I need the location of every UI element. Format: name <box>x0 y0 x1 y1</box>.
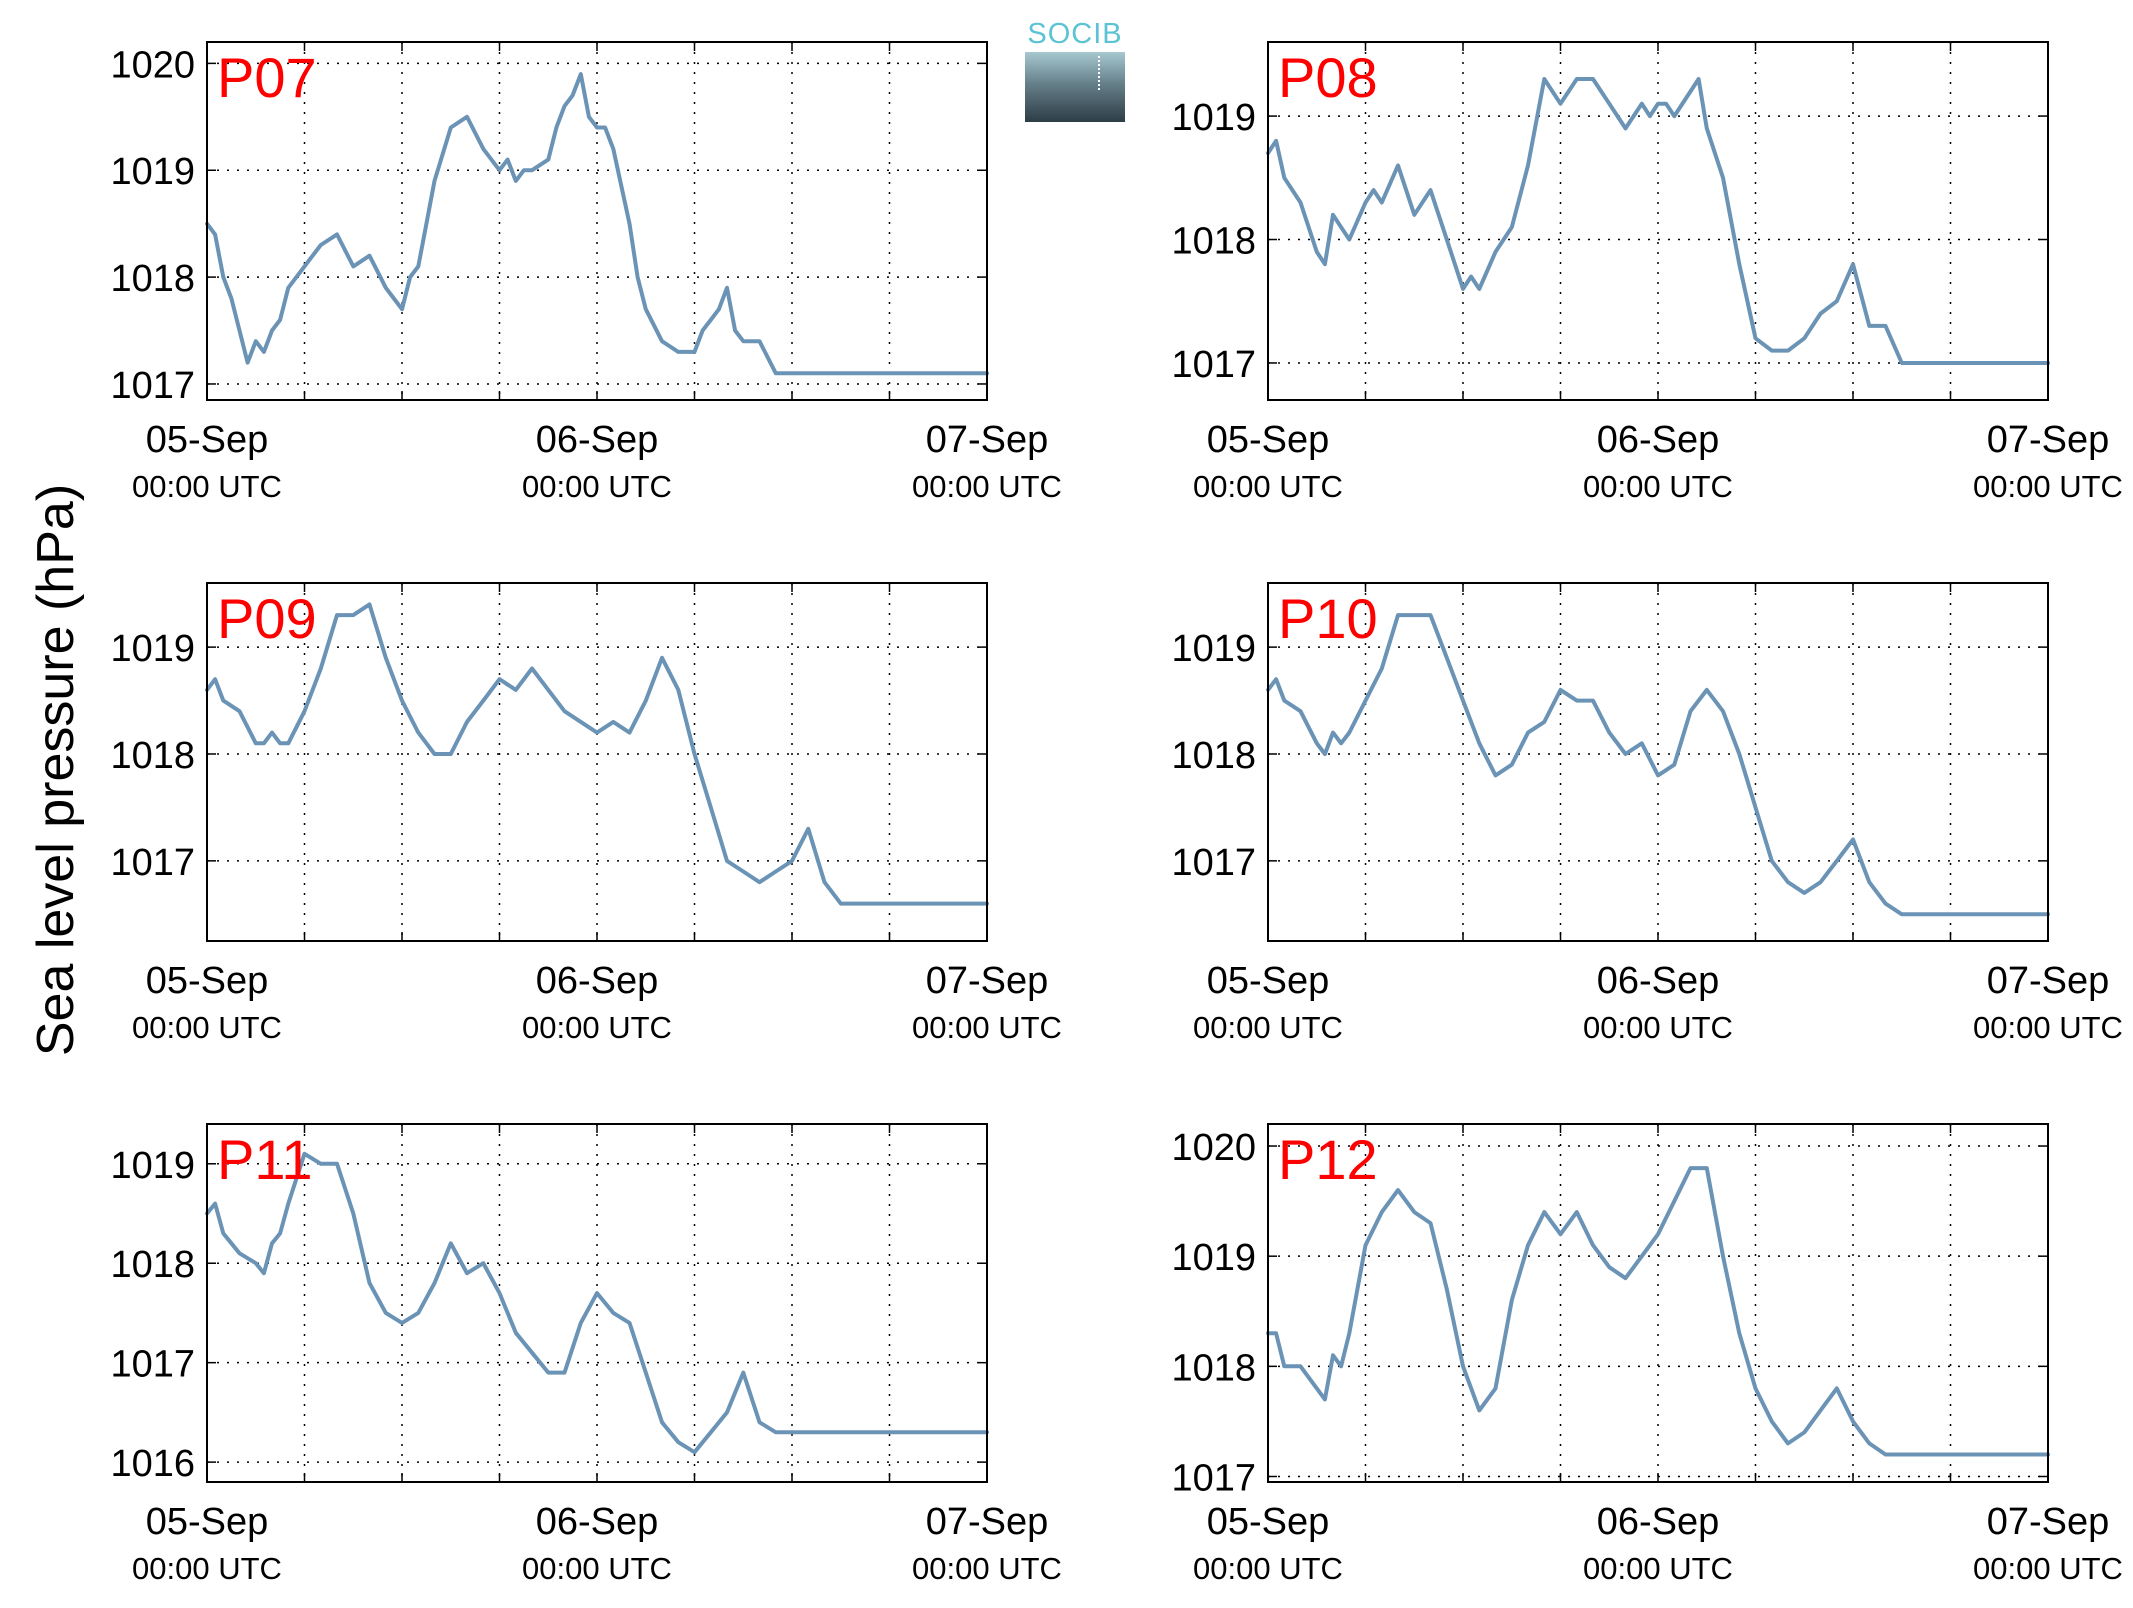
x-tick-label-time: 00:00 UTC <box>1973 1551 2123 1586</box>
y-tick-label: 1018 <box>110 735 195 777</box>
y-tick-label: 1017 <box>1171 1457 1256 1499</box>
x-tick-label-date: 07-Sep <box>1987 419 2110 461</box>
x-tick-label-time: 00:00 UTC <box>1193 469 1343 504</box>
axes-frame <box>206 41 988 401</box>
x-tick-label-time: 00:00 UTC <box>912 1551 1062 1586</box>
y-tick-label: 1019 <box>1171 1237 1256 1279</box>
x-tick-label-time: 00:00 UTC <box>522 469 672 504</box>
y-tick-label: 1018 <box>110 1244 195 1286</box>
y-tick-label: 1018 <box>1171 221 1256 263</box>
y-tick-label: 1019 <box>110 628 195 670</box>
x-tick-label-time: 00:00 UTC <box>132 469 282 504</box>
axes-frame <box>1267 1123 2049 1483</box>
x-tick-label-date: 06-Sep <box>1597 960 1720 1002</box>
x-tick-label-time: 00:00 UTC <box>912 469 1062 504</box>
x-tick-label-date: 05-Sep <box>1207 1501 1330 1543</box>
x-tick-label-date: 07-Sep <box>926 419 1049 461</box>
x-tick-label-time: 00:00 UTC <box>1973 469 2123 504</box>
axes-frame <box>206 1123 988 1483</box>
chart-panel-p07: 1017 1018 1019 1020 05-Sep 00:00 UTC 06-Sep 00:… <box>110 41 1062 504</box>
x-tick-label-time: 00:00 UTC <box>132 1551 282 1586</box>
y-tick-label: 1018 <box>1171 735 1256 777</box>
x-tick-label-date: 06-Sep <box>536 1501 659 1543</box>
station-label: P11 <box>217 1128 312 1191</box>
x-tick-label-time: 00:00 UTC <box>1583 1551 1733 1586</box>
x-tick-label-time: 00:00 UTC <box>522 1551 672 1586</box>
x-tick-label-time: 00:00 UTC <box>1973 1010 2123 1045</box>
x-tick-label-date: 05-Sep <box>146 419 269 461</box>
x-tick-label-date: 06-Sep <box>536 419 659 461</box>
y-tick-label: 1019 <box>110 1145 195 1187</box>
y-tick-label: 1018 <box>110 258 195 300</box>
logo-wave-graphic <box>1025 52 1125 122</box>
y-tick-label: 1019 <box>1171 628 1256 670</box>
y-tick-label: 1019 <box>110 151 195 193</box>
series-line-p12 <box>1266 1166 2050 1457</box>
logo-dotted-line <box>1098 56 1100 90</box>
chart-panel-p12: 1017 1018 1019 1020 05-Sep 00:00 UTC 06-Sep 00:… <box>1171 1123 2123 1586</box>
y-tick-label: 1017 <box>1171 344 1256 386</box>
y-tick-label: 1017 <box>110 1344 195 1386</box>
y-tick-label: 1016 <box>110 1443 195 1485</box>
logo-text: SOCIB <box>1027 18 1123 50</box>
chart-panel-p11: 1016 1017 1018 1019 05-Sep 00:00 UTC 06-Sep 00:… <box>110 1123 1062 1586</box>
y-axis-label: Sea level pressure (hPa) <box>27 483 85 1057</box>
x-tick-label-date: 06-Sep <box>1597 419 1720 461</box>
socib-logo: SOCIB <box>1025 18 1125 122</box>
station-label: P10 <box>1278 587 1378 650</box>
x-tick-label-date: 07-Sep <box>1987 960 2110 1002</box>
station-label: P12 <box>1278 1128 1378 1191</box>
series-line-p10 <box>1266 613 2050 917</box>
station-label: P09 <box>217 587 317 650</box>
x-tick-label-date: 07-Sep <box>926 960 1049 1002</box>
station-label: P07 <box>217 46 317 109</box>
y-tick-label: 1017 <box>110 842 195 884</box>
x-tick-label-time: 00:00 UTC <box>1583 469 1733 504</box>
series-line-p09 <box>205 602 989 906</box>
x-tick-label-time: 00:00 UTC <box>912 1010 1062 1045</box>
x-tick-label-date: 05-Sep <box>146 1501 269 1543</box>
y-tick-label: 1018 <box>1171 1347 1256 1389</box>
chart-panel-p08: 1017 1018 1019 05-Sep 00:00 UTC 06-Sep 00:00 U… <box>1171 41 2123 504</box>
y-tick-label: 1020 <box>110 44 195 86</box>
x-tick-label-date: 07-Sep <box>1987 1501 2110 1543</box>
series-line-p11 <box>205 1151 989 1455</box>
x-tick-label-date: 06-Sep <box>536 960 659 1002</box>
x-tick-label-date: 06-Sep <box>1597 1501 1720 1543</box>
series-line-p07 <box>205 72 989 376</box>
chart-panel-p10: 1017 1018 1019 05-Sep 00:00 UTC 06-Sep 00:00 U… <box>1171 582 2123 1045</box>
x-tick-label-time: 00:00 UTC <box>1193 1551 1343 1586</box>
x-tick-label-date: 05-Sep <box>1207 960 1330 1002</box>
axes-frame <box>206 582 988 942</box>
x-tick-label-time: 00:00 UTC <box>132 1010 282 1045</box>
station-label: P08 <box>1278 46 1378 109</box>
y-tick-label: 1017 <box>110 365 195 407</box>
y-tick-label: 1019 <box>1171 97 1256 139</box>
chart-panel-p09: 1017 1018 1019 05-Sep 00:00 UTC 06-Sep 00:00 U… <box>110 582 1062 1045</box>
y-tick-label: 1017 <box>1171 842 1256 884</box>
x-tick-label-time: 00:00 UTC <box>1583 1010 1733 1045</box>
y-tick-label: 1020 <box>1171 1127 1256 1169</box>
axes-frame <box>1267 41 2049 401</box>
x-tick-label-date: 07-Sep <box>926 1501 1049 1543</box>
x-tick-label-time: 00:00 UTC <box>522 1010 672 1045</box>
axes-frame <box>1267 582 2049 942</box>
x-tick-label-date: 05-Sep <box>1207 419 1330 461</box>
x-tick-label-time: 00:00 UTC <box>1193 1010 1343 1045</box>
x-tick-label-date: 05-Sep <box>146 960 269 1002</box>
series-line-p08 <box>1266 77 2050 365</box>
